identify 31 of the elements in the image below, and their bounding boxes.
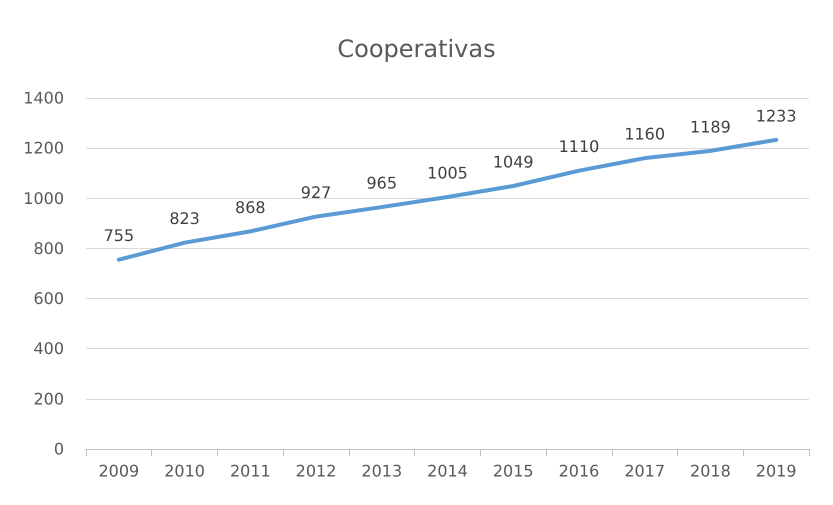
data-label: 1233 [756,106,796,126]
y-tick-label: 1400 [23,88,64,108]
data-label: 965 [366,174,398,193]
y-tick-label: 600 [33,289,64,308]
x-tick-label: 2009 [98,462,140,480]
x-tick-label: 2012 [296,462,336,480]
x-tick-label: 2016 [558,462,600,480]
x-tick-label: 2017 [624,462,666,480]
data-label: 868 [235,198,266,217]
data-label: 755 [104,226,134,246]
data-label: 1110 [558,137,600,156]
y-tick-label: 400 [33,339,64,358]
data-label: 927 [300,183,332,202]
data-label: 823 [169,209,200,228]
y-tick-label: 0 [54,440,64,458]
x-tick-label: 2015 [492,462,534,480]
data-label: 1160 [624,124,666,144]
data-label: 1189 [690,117,731,136]
x-tick-label: 2019 [756,462,796,480]
data-label: 1005 [427,164,468,183]
x-tick-label: 2018 [690,462,731,480]
x-tick-label: 2014 [427,462,468,480]
y-tick-label: 1200 [23,138,64,158]
y-tick-label: 200 [33,389,64,408]
data-label: 1049 [492,152,534,172]
x-tick-label: 2010 [164,462,205,480]
y-tick-label: 800 [33,238,64,258]
y-tick-label: 1000 [23,188,64,208]
x-tick-label: 2013 [361,462,402,480]
x-tick-label: 2011 [230,462,271,480]
chart-title: Cooperativas [337,35,496,63]
